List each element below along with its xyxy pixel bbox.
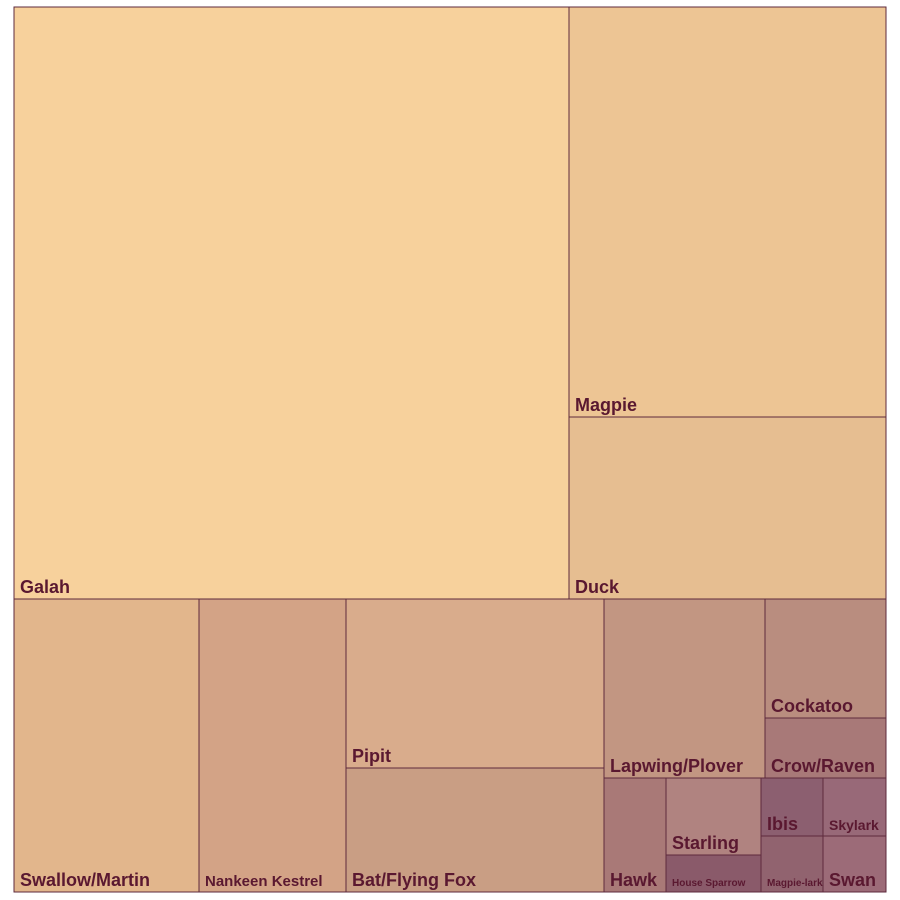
tile-nankeen-kestrel: [198, 598, 347, 893]
tile-hawk: [603, 777, 667, 893]
tile-crow-raven: [764, 717, 887, 779]
tile-label-lapwing-plover: Lapwing/Plover: [610, 756, 743, 776]
tile-label-bat-flying-fox: Bat/Flying Fox: [352, 870, 476, 890]
tile-swan: [822, 835, 887, 893]
tile-swallow-martin: [13, 598, 200, 893]
tile-label-house-sparrow: House Sparrow: [672, 878, 746, 889]
tile-label-galah: Galah: [20, 577, 70, 597]
tile-label-skylark: Skylark: [829, 817, 879, 833]
tile-label-swallow-martin: Swallow/Martin: [20, 870, 150, 890]
tile-label-magpie: Magpie: [575, 395, 637, 415]
tile-lapwing-plover: [603, 598, 766, 779]
tile-label-hawk: Hawk: [610, 870, 658, 890]
tile-galah: [13, 6, 570, 600]
tile-label-crow-raven: Crow/Raven: [771, 756, 875, 776]
tile-starling: [665, 777, 762, 856]
tile-cockatoo: [764, 598, 887, 719]
tile-bat-flying-fox: [345, 767, 605, 893]
tile-label-duck: Duck: [575, 577, 620, 597]
tile-label-nankeen-kestrel: Nankeen Kestrel: [205, 873, 323, 890]
tile-pipit: [345, 598, 605, 769]
tile-label-cockatoo: Cockatoo: [771, 696, 853, 716]
tile-label-magpie-lark: Magpie-lark: [767, 878, 823, 889]
tile-duck: [568, 416, 887, 600]
tile-magpie-lark: [760, 835, 824, 893]
tile-skylark: [822, 777, 887, 837]
tile-magpie: [568, 6, 887, 418]
tile-house-sparrow: [665, 854, 762, 893]
tile-label-pipit: Pipit: [352, 746, 391, 766]
tile-label-ibis: Ibis: [767, 814, 798, 834]
tile-label-swan: Swan: [829, 870, 876, 890]
tile-label-starling: Starling: [672, 833, 739, 853]
